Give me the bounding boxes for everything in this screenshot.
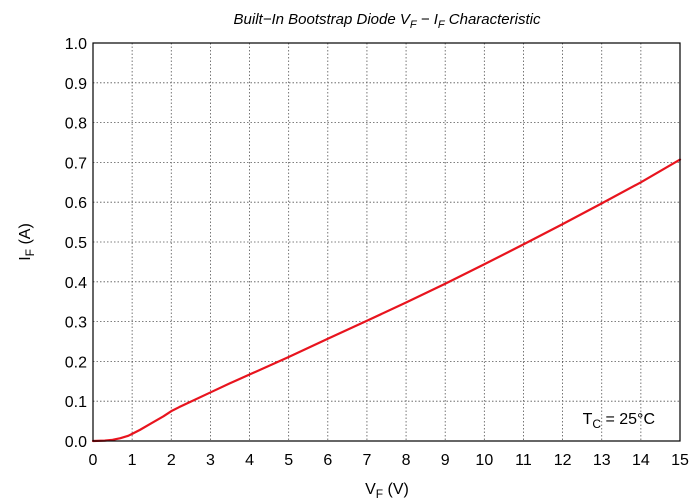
x-tick-label: 3	[206, 452, 215, 469]
y-tick-label: 0.8	[65, 116, 87, 133]
plot-area-frame	[92, 42, 681, 442]
y-axis-label: IF (A)	[17, 223, 37, 261]
y-tick-labels: 0.0 0.1 0.2 0.3 0.4 0.5 0.6 0.7 0.8 0.9 1.0	[65, 36, 87, 451]
y-tick-label: 0.1	[65, 394, 87, 411]
x-tick-label: 13	[593, 452, 611, 469]
x-tick-label: 1	[128, 452, 137, 469]
series-line	[91, 158, 682, 443]
x-tick-label: 10	[475, 452, 493, 469]
x-tick-label: 5	[284, 452, 293, 469]
x-tick-label: 9	[441, 452, 450, 469]
y-tick-label: 0.7	[65, 155, 87, 172]
y-tick-label: 0.6	[65, 195, 87, 212]
x-tick-label: 7	[362, 452, 371, 469]
x-tick-label: 15	[671, 452, 689, 469]
x-tick-label: 8	[402, 452, 411, 469]
x-tick-label: 11	[515, 452, 532, 469]
chart-title: Built−In Bootstrap Diode VF − IF Charact…	[234, 11, 541, 31]
x-tick-label: 14	[632, 452, 650, 469]
y-tick-label: 0.2	[65, 354, 87, 371]
y-tick-label: 0.5	[65, 235, 87, 252]
y-tick-label: 0.3	[65, 315, 87, 332]
x-tick-label: 2	[167, 452, 176, 469]
y-tick-label: 0.4	[65, 275, 87, 292]
x-tick-label: 4	[245, 452, 254, 469]
x-tick-label: 6	[323, 452, 332, 469]
x-tick-label: 12	[554, 452, 572, 469]
y-tick-label: 0.0	[65, 434, 87, 451]
y-tick-label: 1.0	[65, 36, 87, 53]
x-tick-label: 0	[89, 452, 98, 469]
y-tick-label: 0.9	[65, 76, 87, 93]
x-axis-label: VF (V)	[365, 481, 409, 501]
temperature-annotation: TC = 25°C	[583, 411, 655, 431]
x-tick-labels: 0 1 2 3 4 5 6 7 8 9 10 11 12 13 14 15	[89, 452, 689, 469]
series-group	[91, 158, 682, 443]
